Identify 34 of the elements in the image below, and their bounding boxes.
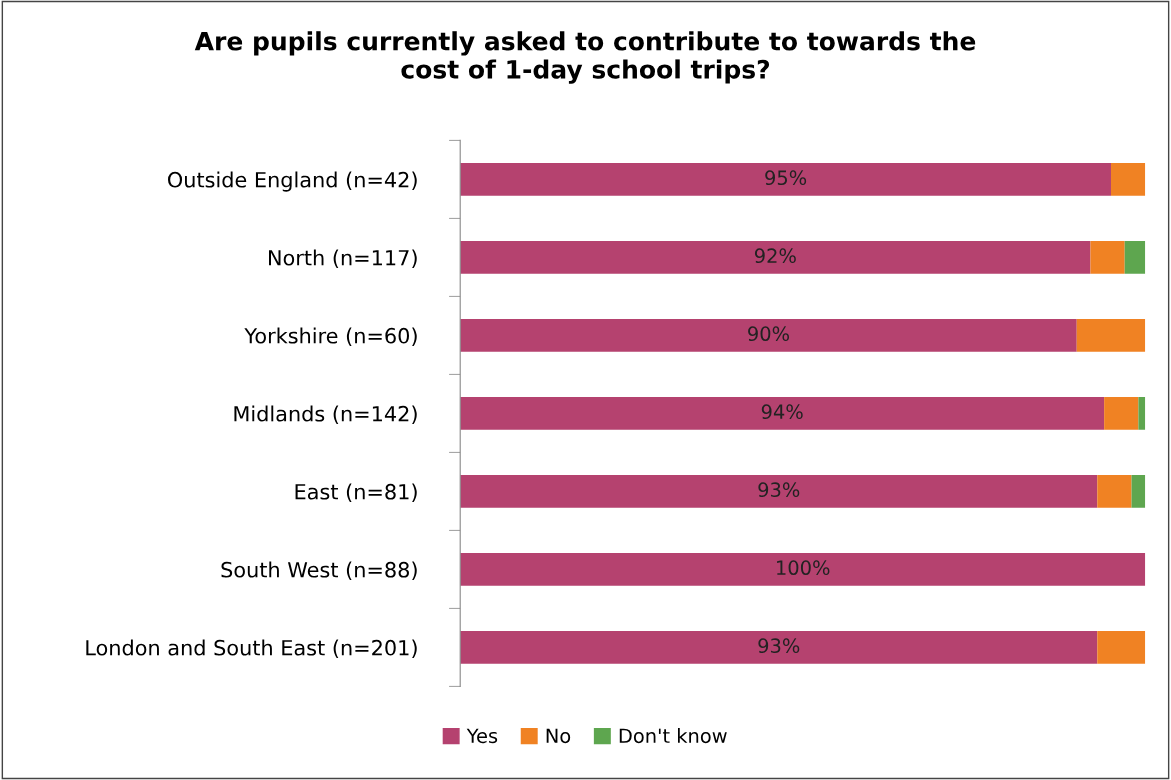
data-label: 94% (761, 404, 803, 420)
data-label: 92% (754, 248, 796, 264)
bar (1131, 475, 1146, 508)
bar (1124, 241, 1146, 274)
data-label: 93% (758, 638, 800, 654)
data-label: 95% (765, 170, 807, 186)
bar (460, 319, 1077, 352)
bar (460, 553, 1146, 586)
bar (1090, 241, 1125, 274)
y-tick-label: London and South East (n=201) (86, 639, 417, 659)
bar (460, 631, 1098, 664)
bar (1097, 475, 1132, 508)
bar (460, 475, 1098, 508)
bar (1097, 631, 1146, 664)
legend-label: No (546, 728, 571, 744)
legend-label: Yes (466, 728, 498, 744)
y-tick-label: South West (n=88) (221, 561, 417, 581)
bar (1138, 397, 1146, 430)
bar (460, 241, 1091, 274)
y-tick-label: Outside England (n=42) (168, 171, 417, 192)
y-tick-label: Yorkshire (n=60) (244, 327, 417, 347)
bar (460, 397, 1105, 430)
data-label: 90% (748, 326, 789, 342)
data-label: 100% (777, 560, 830, 576)
bar (1110, 163, 1146, 196)
bar (1104, 397, 1139, 430)
y-tick-label: Midlands (n=142) (234, 405, 417, 425)
bar (460, 163, 1111, 196)
legend-label: Don't know (619, 728, 727, 744)
data-label: 93% (758, 482, 800, 498)
y-tick-label: East (n=81) (295, 483, 417, 503)
y-tick-label: North (n=117) (269, 249, 417, 269)
chart-title: Are pupils currently asked to contribute to towards the cost of 1-day school trips? (194, 31, 976, 84)
bar (1076, 319, 1146, 352)
